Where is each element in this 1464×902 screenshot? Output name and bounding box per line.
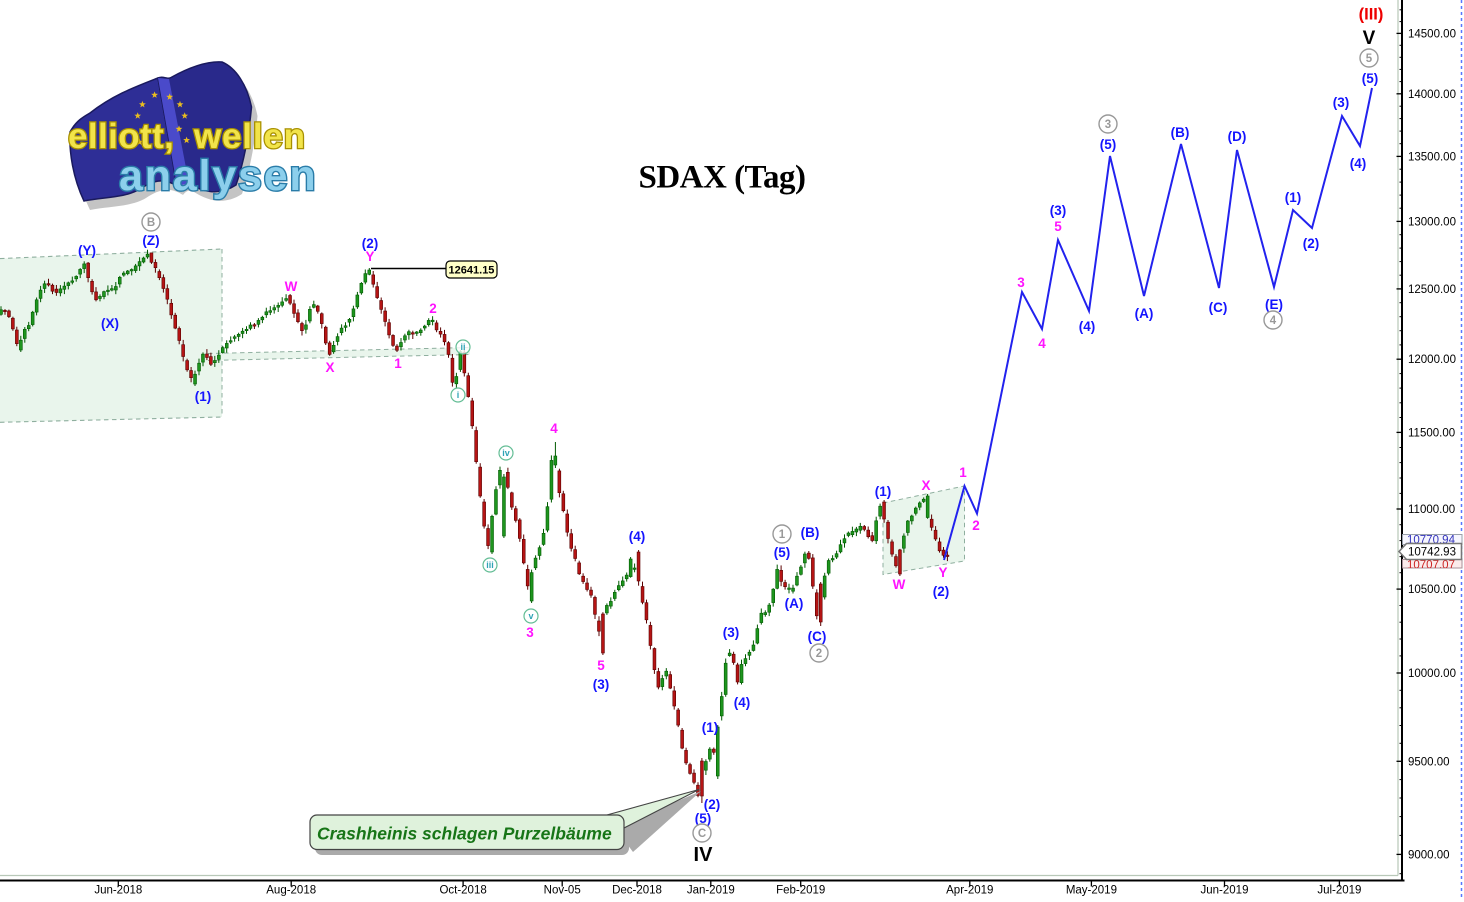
svg-text:(B): (B) bbox=[1171, 125, 1190, 140]
svg-text:(4): (4) bbox=[629, 529, 646, 544]
svg-text:(4): (4) bbox=[734, 695, 751, 710]
svg-text:(A): (A) bbox=[1135, 306, 1154, 321]
svg-text:12500.00: 12500.00 bbox=[1408, 284, 1456, 296]
svg-text:(1): (1) bbox=[875, 484, 892, 499]
svg-text:Apr-2019: Apr-2019 bbox=[946, 885, 993, 897]
svg-text:1: 1 bbox=[394, 356, 402, 371]
svg-text:2: 2 bbox=[816, 648, 822, 660]
svg-text:Crashheinis schlagen Purzelbäu: Crashheinis schlagen Purzelbäume bbox=[317, 824, 612, 844]
svg-text:iv: iv bbox=[502, 448, 510, 458]
svg-text:v: v bbox=[528, 611, 533, 621]
svg-text:9000.00: 9000.00 bbox=[1408, 849, 1450, 861]
svg-text:(3): (3) bbox=[1333, 95, 1350, 110]
svg-text:Jan-2019: Jan-2019 bbox=[687, 885, 735, 897]
svg-text:10742.93: 10742.93 bbox=[1408, 547, 1456, 559]
svg-text:(A): (A) bbox=[785, 596, 804, 611]
svg-text:4: 4 bbox=[1270, 315, 1277, 327]
svg-text:5: 5 bbox=[1366, 53, 1373, 65]
svg-text:iii: iii bbox=[486, 560, 494, 570]
svg-text:(C): (C) bbox=[808, 629, 827, 644]
svg-text:Feb-2019: Feb-2019 bbox=[776, 885, 825, 897]
svg-text:Dec-2018: Dec-2018 bbox=[612, 885, 662, 897]
svg-text:5: 5 bbox=[597, 658, 605, 673]
svg-text:SDAX (Tag): SDAX (Tag) bbox=[638, 160, 805, 196]
svg-text:(B): (B) bbox=[801, 525, 820, 540]
svg-text:(1): (1) bbox=[1285, 190, 1302, 205]
svg-text:12641.15: 12641.15 bbox=[449, 265, 495, 277]
svg-text:Jun-2019: Jun-2019 bbox=[1201, 885, 1249, 897]
svg-text:10000.00: 10000.00 bbox=[1408, 668, 1456, 680]
svg-text:(X): (X) bbox=[101, 316, 119, 331]
svg-text:10500.00: 10500.00 bbox=[1408, 584, 1456, 596]
svg-text:ii: ii bbox=[460, 342, 465, 352]
svg-text:11000.00: 11000.00 bbox=[1408, 504, 1455, 516]
svg-text:wellen: wellen bbox=[193, 117, 306, 156]
svg-text:9500.00: 9500.00 bbox=[1408, 756, 1450, 768]
svg-text:(5): (5) bbox=[695, 811, 712, 826]
svg-text:13500.00: 13500.00 bbox=[1408, 151, 1456, 163]
svg-text:Aug-2018: Aug-2018 bbox=[266, 885, 316, 897]
svg-text:(3): (3) bbox=[593, 677, 610, 692]
svg-text:(2): (2) bbox=[362, 236, 379, 251]
svg-text:V: V bbox=[1363, 28, 1376, 49]
svg-text:3: 3 bbox=[526, 625, 534, 640]
svg-text:Oct-2018: Oct-2018 bbox=[439, 885, 486, 897]
svg-text:14500.00: 14500.00 bbox=[1408, 28, 1456, 40]
svg-text:1: 1 bbox=[779, 529, 786, 541]
svg-text:11500.00: 11500.00 bbox=[1408, 427, 1455, 439]
svg-text:(D): (D) bbox=[1228, 129, 1247, 144]
svg-text:10707.07: 10707.07 bbox=[1407, 560, 1455, 572]
svg-text:(1): (1) bbox=[195, 389, 212, 404]
svg-text:13000.00: 13000.00 bbox=[1408, 216, 1456, 228]
svg-text:C: C bbox=[698, 828, 706, 840]
svg-text:2: 2 bbox=[972, 518, 980, 533]
svg-text:3: 3 bbox=[1105, 119, 1111, 131]
svg-text:Jul-2019: Jul-2019 bbox=[1317, 885, 1361, 897]
svg-text:W: W bbox=[285, 279, 298, 294]
svg-text:X: X bbox=[921, 478, 930, 493]
svg-text:IV: IV bbox=[694, 844, 714, 866]
svg-text:(E): (E) bbox=[1265, 297, 1283, 312]
svg-text:4: 4 bbox=[550, 421, 558, 436]
svg-text:(3): (3) bbox=[1050, 203, 1067, 218]
svg-text:Y: Y bbox=[938, 565, 947, 580]
svg-text:3: 3 bbox=[1017, 275, 1025, 290]
svg-text:i: i bbox=[457, 390, 460, 400]
svg-text:(Z): (Z) bbox=[142, 233, 159, 248]
svg-text:5: 5 bbox=[1054, 219, 1062, 234]
svg-text:(1): (1) bbox=[702, 720, 719, 735]
svg-text:(C): (C) bbox=[1209, 300, 1228, 315]
svg-text:4: 4 bbox=[1038, 336, 1046, 351]
svg-text:May-2019: May-2019 bbox=[1066, 885, 1117, 897]
svg-text:X: X bbox=[325, 360, 334, 375]
svg-text:analysen: analysen bbox=[119, 152, 317, 200]
svg-text:12000.00: 12000.00 bbox=[1408, 354, 1456, 366]
svg-text:Nov-05: Nov-05 bbox=[544, 885, 581, 897]
svg-text:Jun-2018: Jun-2018 bbox=[94, 885, 142, 897]
svg-text:Y: Y bbox=[365, 249, 374, 264]
svg-text:(3): (3) bbox=[723, 625, 740, 640]
svg-text:(Y): (Y) bbox=[78, 243, 96, 258]
svg-text:(4): (4) bbox=[1079, 319, 1096, 334]
svg-text:(III): (III) bbox=[1359, 6, 1384, 24]
svg-text:(2): (2) bbox=[933, 584, 950, 599]
svg-text:(2): (2) bbox=[704, 797, 721, 812]
svg-text:10770.94: 10770.94 bbox=[1407, 535, 1456, 547]
svg-text:(5): (5) bbox=[1100, 137, 1117, 152]
svg-text:(2): (2) bbox=[1303, 236, 1320, 251]
svg-text:(4): (4) bbox=[1350, 156, 1367, 171]
svg-text:B: B bbox=[147, 217, 155, 229]
svg-text:1: 1 bbox=[959, 465, 967, 480]
svg-text:(5): (5) bbox=[774, 545, 791, 560]
svg-text:W: W bbox=[893, 577, 906, 592]
svg-text:2: 2 bbox=[429, 301, 437, 316]
svg-text:14000.00: 14000.00 bbox=[1408, 89, 1456, 101]
svg-text:(5): (5) bbox=[1362, 71, 1379, 86]
svg-text:elliott,: elliott, bbox=[68, 117, 174, 156]
